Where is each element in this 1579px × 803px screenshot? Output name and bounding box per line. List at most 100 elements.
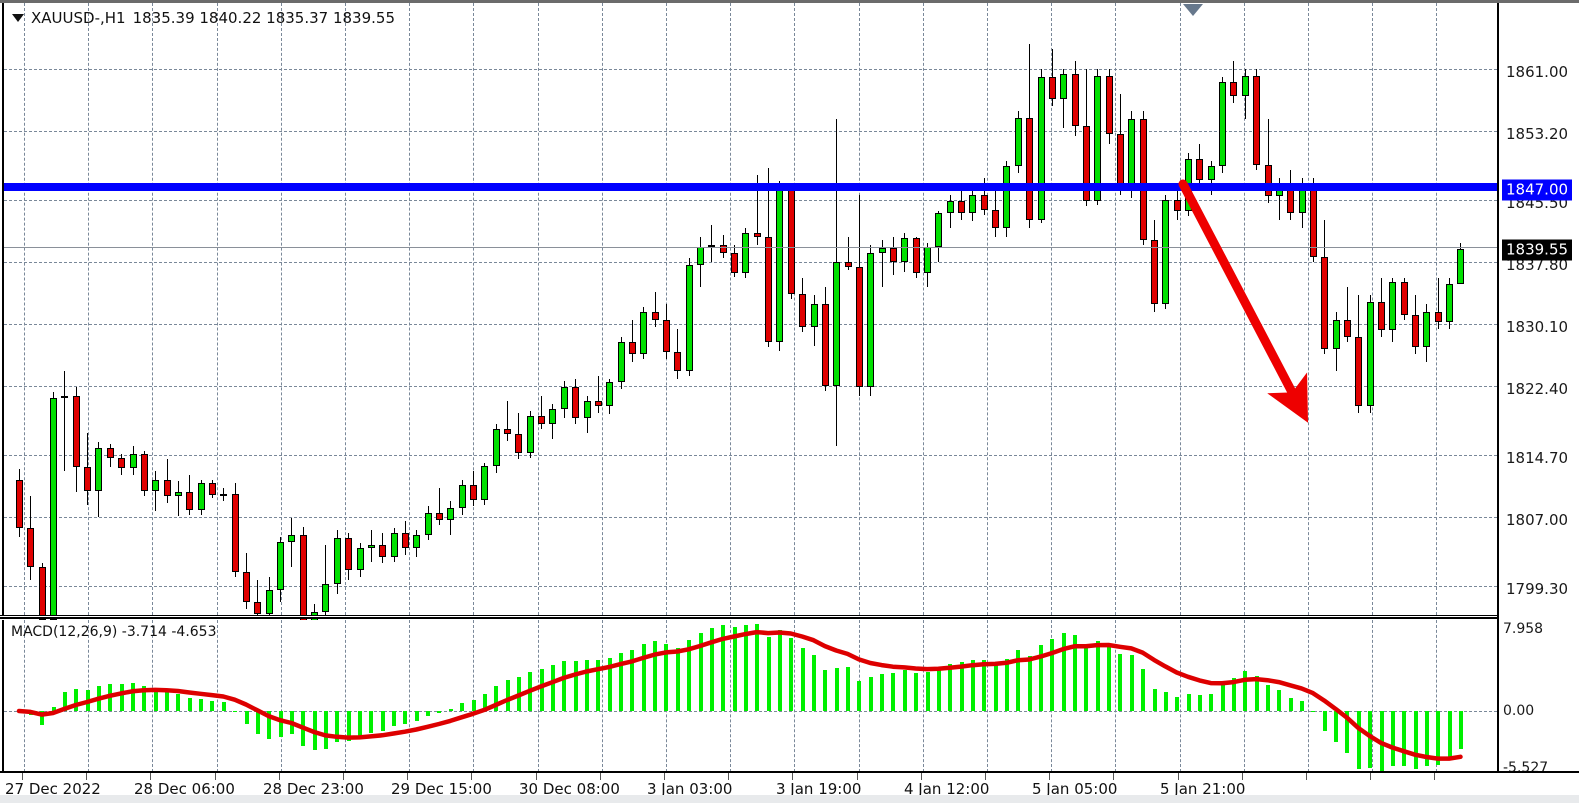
vertical-gridline: [88, 3, 90, 615]
ohlc-values-label: 1835.39 1840.22 1835.37 1839.55: [132, 9, 395, 27]
price-scale[interactable]: 1861.00 1853.20 1845.50 1837.80 1830.10 1822.…: [1499, 3, 1579, 615]
candle-body-bullish: [640, 311, 648, 354]
time-axis-tick: [664, 773, 665, 780]
candlestick: [787, 3, 795, 615]
vertical-gridline: [1051, 3, 1053, 615]
candle-body-bullish: [1457, 248, 1465, 284]
candlestick: [1037, 3, 1045, 615]
time-axis-tick: [150, 773, 152, 780]
current-price-line: [4, 247, 1497, 248]
candle-body-bullish: [1207, 166, 1215, 180]
candle-wick: [1051, 48, 1053, 106]
macd-histogram-bar: [153, 688, 158, 712]
horizontal-gridline: [4, 131, 1497, 132]
candle-body-bearish: [753, 233, 761, 237]
resistance-price-tag[interactable]: 1847.00: [1502, 179, 1573, 201]
macd-histogram-bar: [244, 711, 249, 724]
candlestick: [1094, 3, 1102, 615]
candle-body-bullish: [367, 544, 375, 549]
candle-wick: [847, 236, 849, 271]
macd-histogram-bar: [1220, 683, 1225, 712]
macd-histogram-bar: [1163, 692, 1168, 712]
candle-body-bullish: [458, 484, 466, 509]
macd-histogram-bar: [505, 679, 510, 712]
macd-histogram-bar: [471, 700, 476, 712]
candle-body-bullish: [1094, 75, 1102, 202]
macd-histogram-bar: [1061, 632, 1066, 711]
candlestick: [38, 3, 46, 627]
candlestick: [1434, 3, 1442, 615]
candlestick: [16, 3, 23, 615]
macd-histogram-bar: [777, 630, 782, 712]
macd-histogram-bar: [596, 660, 601, 712]
macd-histogram-bar: [278, 711, 283, 737]
candlestick: [1207, 3, 1215, 615]
candle-body-bullish: [708, 244, 716, 247]
horizontal-gridline: [4, 324, 1497, 325]
vertical-gridline: [987, 3, 988, 615]
time-axis-tick: [86, 773, 88, 780]
candle-wick: [325, 544, 327, 619]
macd-histogram-bar: [698, 632, 703, 711]
candle-body-bullish: [946, 201, 954, 214]
candle-body-bearish: [980, 194, 988, 210]
candlestick: [243, 3, 250, 615]
candlestick: [901, 3, 909, 615]
macd-indicator-pane[interactable]: MACD(12,26,9) -3.714 -4.653: [2, 620, 1497, 772]
candlestick: [708, 3, 716, 615]
candle-body-bullish: [1423, 311, 1431, 348]
macd-histogram-bar: [426, 711, 431, 716]
triangle-down-icon[interactable]: [12, 14, 24, 22]
candlestick: [1230, 3, 1238, 615]
candlestick: [1014, 3, 1022, 615]
candlestick: [992, 3, 1000, 615]
time-axis-label: 29 Dec 15:00: [391, 780, 492, 798]
macd-histogram-bar: [1095, 640, 1100, 712]
candle-body-bearish: [1253, 75, 1261, 165]
horizontal-gridline: [4, 455, 1497, 456]
macd-scale: 7.958 0.00 -5.527: [1499, 620, 1579, 776]
candlestick: [356, 3, 364, 615]
candlestick: [1275, 3, 1283, 615]
candle-body-bearish: [1434, 311, 1442, 323]
macd-histogram-bar: [131, 682, 135, 711]
candle-body-bullish: [606, 382, 614, 406]
candlestick: [753, 3, 761, 615]
candle-wick: [711, 224, 713, 262]
candlestick: [560, 3, 568, 615]
candlestick: [1139, 3, 1147, 615]
candlestick: [1446, 3, 1454, 615]
candle-body-bullish: [526, 415, 534, 453]
candlestick: [1366, 3, 1374, 615]
macd-histogram-bar: [1027, 656, 1032, 712]
candle-body-bullish: [447, 508, 455, 520]
time-axis-tick: [1241, 773, 1243, 780]
macd-histogram-bar: [1084, 645, 1089, 712]
macd-histogram-bar: [812, 654, 816, 712]
macd-histogram-bar: [358, 711, 362, 737]
candle-body-bullish: [152, 479, 160, 492]
candle-body-bearish: [379, 544, 387, 557]
candlestick: [878, 3, 886, 615]
candlestick: [628, 3, 636, 615]
resistance-level-line[interactable]: [4, 183, 1497, 191]
macd-histogram-bar: [460, 702, 465, 712]
macd-histogram-bar: [630, 650, 635, 712]
macd-histogram-bar: [743, 624, 748, 712]
candle-body-bearish: [1378, 301, 1385, 331]
macd-histogram-bar: [823, 669, 828, 712]
candle-body-bearish: [731, 253, 739, 274]
time-axis-tick: [1049, 773, 1051, 780]
candle-body-bullish: [50, 398, 58, 621]
macd-histogram-bar: [789, 637, 794, 712]
candle-body-bullish: [969, 194, 977, 214]
candle-body-bullish: [492, 429, 500, 467]
macd-histogram-bar: [1413, 711, 1418, 769]
price-chart-pane[interactable]: XAUUSD-,H1 1835.39 1840.22 1835.37 1839.…: [2, 3, 1497, 690]
candlestick: [572, 3, 580, 615]
candle-body-bearish: [1321, 256, 1329, 349]
candle-body-bearish: [72, 395, 80, 467]
candlestick: [515, 3, 523, 615]
vertical-gridline: [409, 620, 411, 772]
candle-body-bearish: [1230, 82, 1238, 96]
